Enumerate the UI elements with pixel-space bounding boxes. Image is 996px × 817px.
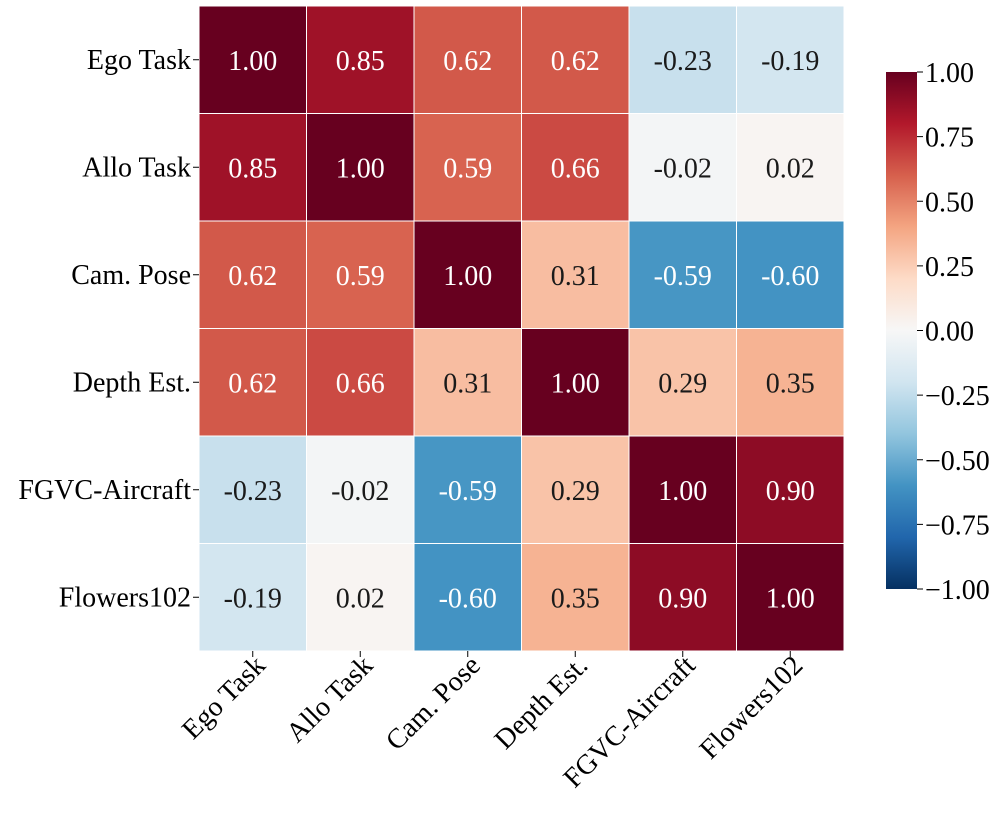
cell-value-label: 1.00 [336,153,385,184]
cell-value-label: 0.90 [766,476,815,507]
heatmap-cell [198,5,307,114]
cell-value-label: 0.59 [336,261,385,292]
colorbar: 1.00 0.75 0.50 0.25 0.00 −0.25 −0.50 −0.75 −1.00 [886,58,990,606]
heatmap-cell [736,113,845,222]
cell-value-label: 0.90 [658,583,707,614]
heatmap-cell [628,220,737,329]
y-tick-label: Allo Task [82,152,191,183]
heatmap-cell [413,220,522,329]
cell-value-label: 1.00 [228,46,277,77]
heatmap-cell [736,220,845,329]
cell-value-label: 0.62 [228,368,277,399]
heatmap-cell [736,435,845,544]
x-tick-label: Allo Task [280,650,379,749]
heatmap-cell [413,328,522,437]
y-tick-label: Ego Task [87,45,191,76]
colorbar-tick-label: −0.75 [925,510,990,541]
heatmap-cell [413,5,522,114]
cell-value-label: 0.02 [336,583,385,614]
colorbar-tick-label: −0.50 [925,446,990,477]
colorbar-tick-label: −1.00 [925,575,990,606]
cell-value-label: 1.00 [658,476,707,507]
colorbar-tick-label: 1.00 [925,58,974,89]
cell-value-label: 0.29 [551,476,600,507]
heatmap-cell [521,5,630,114]
y-axis: Ego Task Allo Task Cam. Pose Depth Est. FGVC… [18,45,199,613]
heatmap-cell [413,435,522,544]
heatmap-cell [628,328,737,437]
cell-value-label: 0.62 [551,46,600,77]
y-tick-label: Cam. Pose [71,260,191,291]
cell-value-label: 1.00 [551,368,600,399]
heatmap-cell [736,5,845,114]
cell-value-label: 0.35 [766,368,815,399]
x-tick-label: Flowers102 [694,650,809,765]
cell-value-label: 0.85 [228,153,277,184]
colorbar-tick-label: 0.25 [925,252,974,283]
heatmap-cell [521,328,630,437]
cell-value-label: 0.31 [551,261,600,292]
heatmap-cell [198,328,307,437]
cell-value-label: 0.29 [658,368,707,399]
heatmap-cell [628,5,737,114]
x-tick-label: Ego Task [176,650,272,746]
cell-value-label: -0.02 [331,476,389,507]
heatmap-cell [306,5,415,114]
x-tick-label: Depth Est. [489,650,595,756]
cell-value-label: -0.59 [654,261,712,292]
cell-value-label: 0.62 [228,261,277,292]
heatmap-cell [306,220,415,329]
colorbar-tick-label: 0.00 [925,317,974,348]
cell-value-label: 0.31 [443,368,492,399]
cell-value-label: 0.35 [551,583,600,614]
heatmap-cell [521,435,630,544]
heatmap-cell [628,543,737,652]
heatmap-cell [306,328,415,437]
cell-value-label: -0.19 [224,583,282,614]
x-tick-label: Cam. Pose [380,650,487,757]
cell-value-label: 1.00 [443,261,492,292]
cell-value-label: -0.02 [654,153,712,184]
colorbar-tick-label: 0.75 [925,123,974,154]
y-tick-label: Flowers102 [59,582,191,613]
heatmap-cell [628,435,737,544]
heatmap-cell [198,220,307,329]
cell-value-label: 0.59 [443,153,492,184]
cell-value-label: -0.19 [761,46,819,77]
cell-value-label: 0.66 [551,153,600,184]
heatmap-cell [521,220,630,329]
cell-value-label: 0.85 [336,46,385,77]
cell-value-label: 0.62 [443,46,492,77]
cell-value-label: 0.02 [766,153,815,184]
colorbar-gradient [886,72,917,589]
cell-value-label: -0.60 [761,261,819,292]
y-tick-label: Depth Est. [73,367,191,398]
heatmap-cell [198,543,307,652]
heatmap-cell [198,435,307,544]
cell-value-label: -0.23 [224,476,282,507]
cell-value-label: -0.23 [654,46,712,77]
heatmap-cell [736,328,845,437]
cell-value-label: -0.59 [439,476,497,507]
colorbar-tick-label: −0.25 [925,381,990,412]
heatmap-cell [306,113,415,222]
heatmap-cell [521,113,630,222]
heatmap-cells: 1.00 0.85 0.62 0.62 -0.23 -0.19 0.85 1.00 0.59 0.… [198,5,845,652]
cell-value-label: 0.66 [336,368,385,399]
cell-value-label: -0.60 [439,583,497,614]
y-tick-label: FGVC-Aircraft [18,475,191,506]
heatmap-cell [736,543,845,652]
x-axis: Ego Task Allo Task Cam. Pose Depth Est.FGVC… [176,650,809,794]
colorbar-tick-label: 0.50 [925,187,974,218]
cell-value-label: 1.00 [766,583,815,614]
